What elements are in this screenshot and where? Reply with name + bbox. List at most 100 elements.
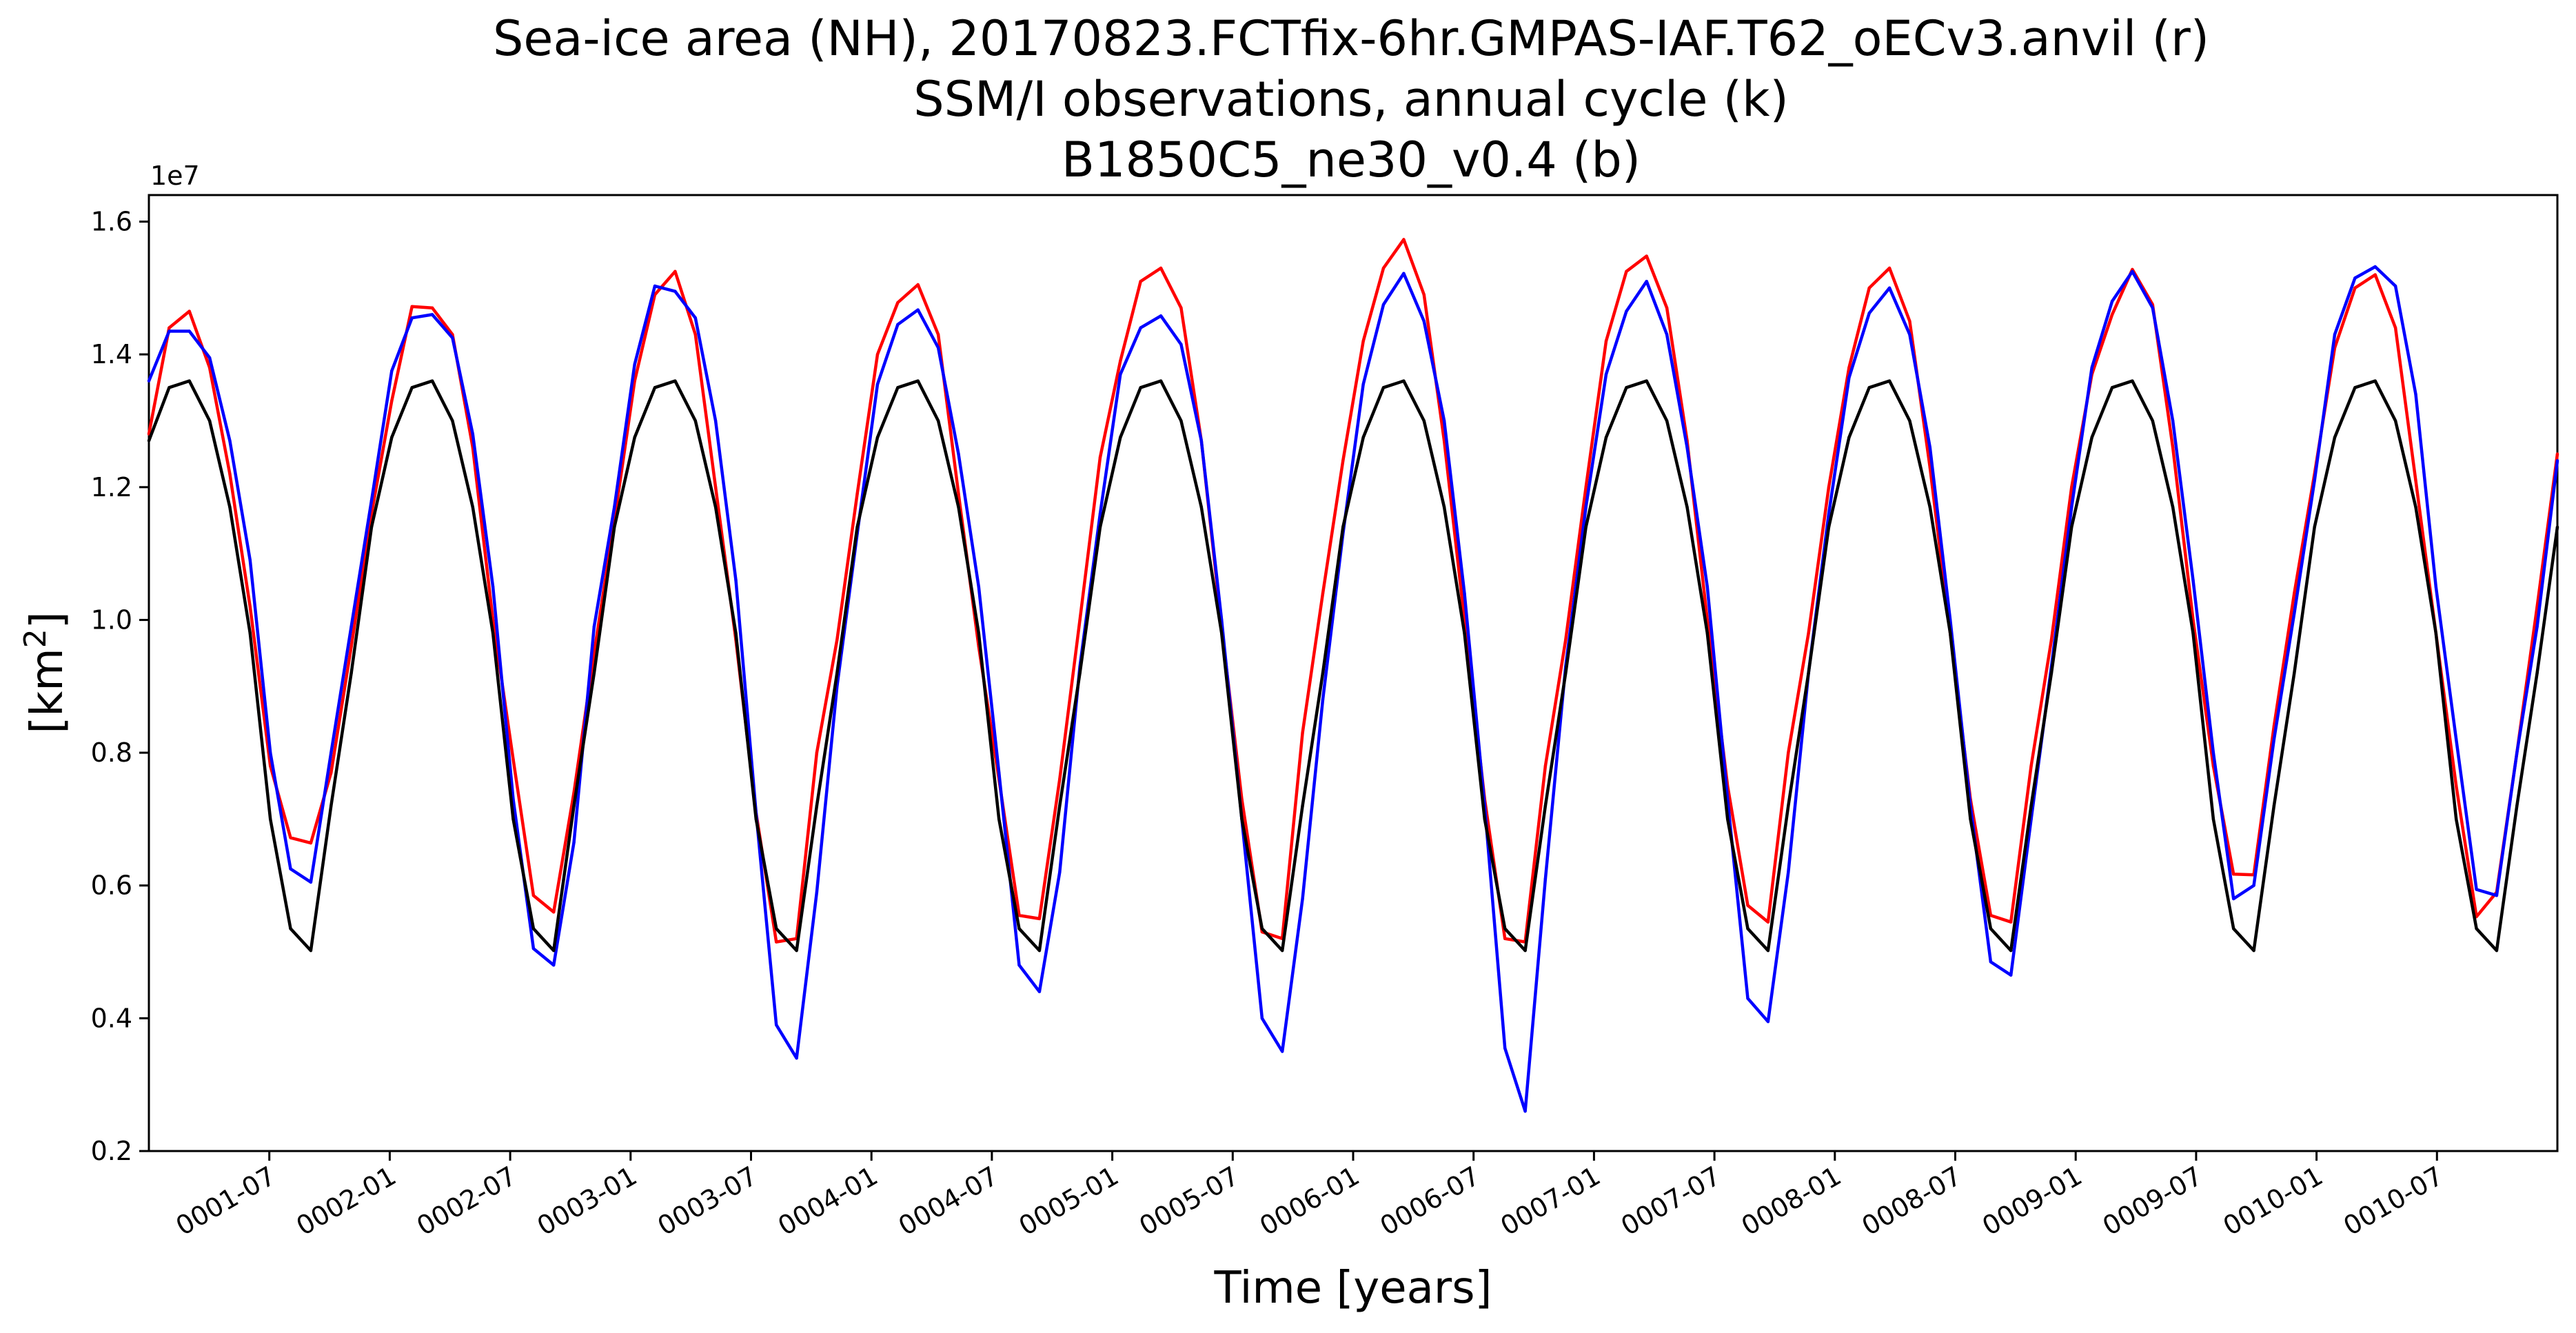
data-point [2049,638,2053,642]
data-point [531,894,536,897]
data-point [2495,894,2499,897]
data-point [1341,525,1345,529]
data-point [1058,871,1062,874]
data-point [1887,266,1892,270]
data-point [775,940,778,944]
x-axis-label: Time [years] [1213,1263,1492,1314]
data-point [1199,439,1204,442]
data-point [1847,436,1851,439]
data-point [896,301,900,305]
data-point [1827,485,1831,489]
data-point [673,379,677,383]
data-point [1179,306,1183,309]
data-point [269,817,272,821]
data-point [1281,1050,1284,1053]
series-line-1 [147,265,2559,1113]
data-point [2495,948,2499,953]
data-point [147,439,151,442]
data-point [2191,578,2195,582]
data-point [1766,948,1770,953]
data-point [147,379,151,383]
data-point [693,419,697,423]
data-point [1543,804,1548,808]
y-tick-label: 0.2 [91,1136,132,1166]
data-point [1564,638,1568,642]
data-point [855,492,859,496]
data-point [2171,445,2175,449]
data-point [2252,884,2255,887]
data-point [1807,631,1810,635]
data-point [289,867,292,871]
data-point [248,605,252,609]
data-point [430,306,434,309]
data-point [1726,817,1730,821]
data-point [977,585,981,589]
data-point [1402,238,1406,241]
data-point [1665,419,1669,423]
data-point [1361,339,1365,343]
data-point [1665,333,1669,336]
data-point [572,804,576,808]
data-point [1381,386,1386,389]
data-point [2029,804,2033,808]
data-point [2313,525,2316,529]
data-point [2333,436,2337,439]
data-point [1503,937,1507,941]
data-point [1017,964,1021,967]
data-point [2535,605,2539,609]
data-point [1543,877,1548,881]
data-point [289,927,292,930]
data-point [228,505,232,509]
data-point [1746,997,1750,1000]
data-point [693,316,697,320]
data-point [1908,333,1911,336]
data-point [187,329,191,333]
data-point [1442,419,1446,423]
data-point [1989,960,1993,964]
data-point [693,333,697,336]
data-point [1908,419,1911,423]
data-point [855,525,859,529]
data-point [835,638,839,642]
data-point [1867,386,1871,389]
data-point [329,751,333,755]
data-point [1543,764,1548,768]
data-point [491,585,495,589]
data-point [1503,927,1507,930]
y-axis-label-base: [km [22,648,73,733]
data-point [2555,525,2559,529]
y-offset-label: 1e7 [150,161,200,191]
data-point [1098,456,1102,459]
data-point [673,269,677,273]
data-point [1179,343,1183,346]
data-point [2535,671,2539,675]
data-point [1625,386,1628,389]
data-point [936,419,940,423]
data-point [2414,479,2417,482]
data-point [1847,366,1851,369]
data-point [430,313,434,316]
data-point [349,644,353,649]
data-point [2373,379,2377,383]
data-point [2009,948,2013,953]
data-point [754,817,758,821]
y-axis-ticks: 0.2 0.4 0.6 0.8 1.0 1.2 1.4 1.6 [91,207,149,1166]
data-point [2110,313,2114,316]
data-point [1584,505,1588,509]
data-point [896,386,900,389]
data-point [1564,671,1568,675]
data-point [1159,379,1163,383]
data-point [1199,505,1204,509]
data-point [1887,379,1892,383]
y-tick-label: 1.0 [91,604,132,635]
data-point [511,817,515,821]
data-point [1341,459,1345,462]
data-point [471,505,474,509]
data-point [207,419,212,423]
data-point [207,356,212,360]
data-point [1119,436,1122,439]
data-point [1463,631,1466,635]
data-point [2131,379,2134,383]
data-point [410,316,414,320]
